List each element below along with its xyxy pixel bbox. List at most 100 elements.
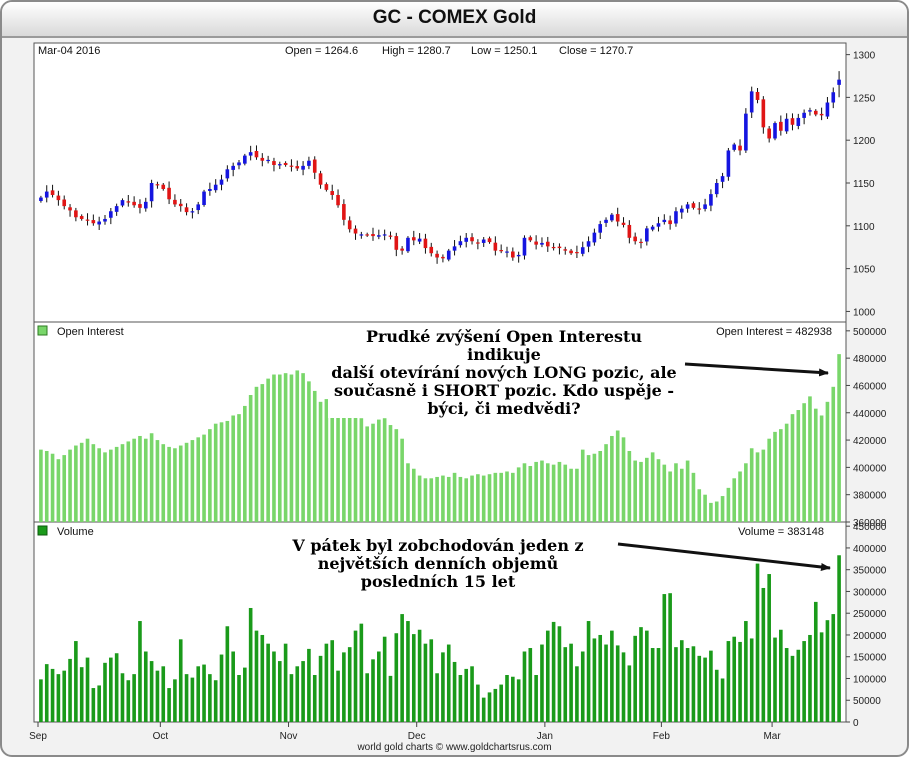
open-interest-axis-label: 380000: [853, 491, 887, 502]
open-interest-bar: [365, 426, 369, 522]
candle: [330, 191, 335, 195]
volume-bar: [499, 684, 503, 722]
volume-bar: [796, 649, 801, 722]
chart-title: GC - COMEX Gold: [372, 7, 537, 28]
open-interest-bar: [732, 478, 737, 522]
candle: [714, 183, 719, 195]
candle: [802, 112, 806, 118]
candle: [411, 237, 416, 241]
candle: [761, 99, 766, 128]
candle: [347, 220, 352, 230]
open-interest-bar: [120, 444, 125, 522]
annotation-line: V pátek byl zobchodován jeden z: [292, 536, 584, 555]
volume-bar: [557, 626, 562, 722]
x-axis-label: Nov: [280, 731, 298, 742]
price-axis-label: 1100: [853, 222, 875, 233]
volume-bar: [120, 673, 125, 722]
volume-bar: [97, 685, 101, 722]
volume-bar: [808, 634, 812, 722]
open-interest-bar: [615, 430, 620, 522]
candle: [342, 204, 346, 220]
open-interest-bar: [411, 468, 416, 522]
open-interest-bar: [656, 459, 661, 522]
candle: [295, 166, 300, 169]
volume-bar: [56, 674, 61, 722]
candle: [103, 218, 107, 222]
candle: [312, 159, 317, 173]
volume-bar: [79, 667, 84, 722]
candle: [149, 183, 154, 202]
volume-bar: [604, 644, 608, 722]
candle: [720, 176, 725, 182]
candle: [260, 157, 265, 161]
candle: [336, 194, 340, 206]
volume-bar: [627, 665, 632, 722]
open-interest-bar: [819, 415, 824, 522]
open-interest-bar: [773, 431, 777, 522]
candle: [668, 220, 672, 225]
volume-bar: [813, 601, 818, 722]
volume-bar: [85, 657, 90, 722]
volume-bar: [662, 594, 667, 722]
open-interest-bar: [371, 423, 375, 522]
candle: [452, 246, 457, 251]
open-interest-label: Open Interest: [57, 326, 124, 338]
volume-bar: [586, 621, 591, 722]
volume-bar: [516, 679, 521, 722]
volume-bar: [237, 675, 241, 722]
volume-bar: [744, 621, 748, 722]
candle: [143, 201, 148, 209]
open-interest-bar: [685, 460, 690, 522]
candle: [44, 191, 49, 198]
open-interest-bar: [481, 475, 486, 522]
volume-bar: [668, 593, 672, 722]
candle: [388, 235, 393, 237]
price-axis-label: 1150: [853, 179, 875, 190]
open-interest-bar: [336, 412, 340, 522]
open-interest-bar: [813, 408, 818, 522]
candle: [91, 220, 96, 224]
volume-bar: [342, 652, 346, 722]
volume-bar: [91, 688, 96, 722]
open-interest-bar: [283, 373, 288, 522]
open-interest-bar: [831, 386, 836, 522]
open-interest-bar: [126, 441, 131, 522]
volume-axis-label: 300000: [853, 587, 887, 598]
open-interest-bar: [825, 401, 830, 522]
price-axis-label: 1250: [853, 93, 876, 104]
candle: [68, 207, 72, 211]
volume-bar: [248, 607, 253, 722]
open-interest-bar: [557, 461, 562, 522]
annotation-line: posledních 15 let: [360, 572, 516, 591]
open-interest-bar: [738, 471, 742, 522]
open-interest-bar: [417, 475, 422, 522]
volume-bar: [254, 630, 259, 722]
candle: [435, 253, 439, 258]
volume-bar: [155, 670, 160, 722]
candle: [476, 242, 480, 244]
open-interest-axis-label: 420000: [853, 436, 887, 447]
candle: [277, 164, 282, 166]
open-interest-bar: [56, 459, 61, 522]
candle: [639, 241, 643, 244]
open-interest-bar: [109, 449, 113, 522]
volume-bar: [347, 647, 352, 722]
volume-bar: [208, 674, 212, 722]
x-axis-label: Feb: [653, 731, 671, 742]
open-interest-bar: [429, 478, 434, 522]
price-date-label: Mar-04 2016: [38, 45, 100, 57]
annotation-line: největších denních objemů: [317, 554, 559, 573]
volume-bar: [318, 655, 323, 722]
candle: [202, 191, 206, 206]
volume-bar: [720, 678, 725, 722]
candle: [575, 252, 579, 254]
candle: [732, 144, 737, 150]
candle: [62, 199, 67, 207]
volume-bar: [132, 674, 136, 722]
volume-bar: [213, 680, 218, 722]
volume-bar: [831, 614, 836, 722]
candle: [563, 249, 568, 251]
candle: [679, 208, 684, 213]
candle: [178, 203, 183, 207]
open-interest-bar: [97, 448, 101, 522]
